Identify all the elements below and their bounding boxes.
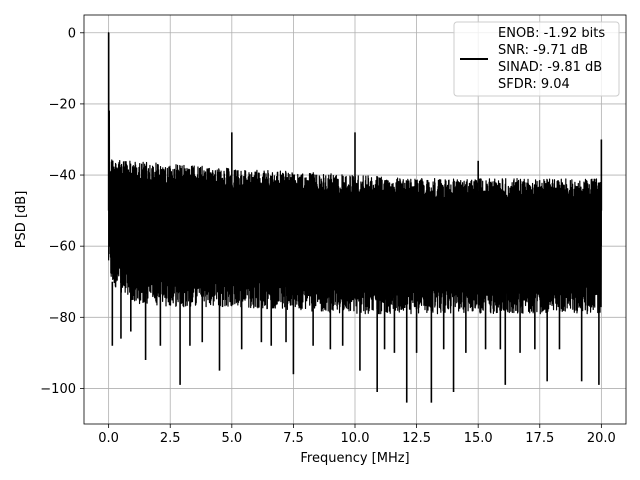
x-tick-label: 2.5: [160, 431, 181, 446]
ticks: 0.0 2.5 5.0 7.5 10.0 12.5 15.0 17.5 20.0 0 −20 −40 −…: [40, 26, 616, 446]
legend-entry-sfdr: SFDR: 9.04: [498, 77, 570, 92]
y-tick-label: −60: [49, 240, 76, 255]
psd-series: [107, 32, 603, 403]
legend-entry-enob: ENOB: -1.92 bits: [498, 26, 605, 41]
legend-entry-snr: SNR: -9.71 dB: [498, 43, 588, 58]
x-tick-label: 20.0: [587, 431, 616, 446]
y-tick-label: −80: [49, 311, 76, 326]
y-tick-label: −40: [49, 169, 76, 184]
legend-entry-sinad: SINAD: -9.81 dB: [498, 60, 602, 75]
x-tick-label: 0.0: [98, 431, 119, 446]
x-tick-label: 17.5: [525, 431, 554, 446]
y-tick-label: 0: [68, 26, 76, 41]
x-tick-label: 15.0: [464, 431, 493, 446]
x-tick-label: 10.0: [341, 431, 370, 446]
x-axis-label: Frequency [MHz]: [300, 451, 409, 466]
y-axis-label: PSD [dB]: [14, 191, 29, 249]
x-tick-label: 12.5: [402, 431, 431, 446]
y-tick-label: −20: [49, 97, 76, 112]
x-tick-label: 7.5: [283, 431, 304, 446]
legend-box: [453, 21, 620, 97]
legend: ENOB: -1.92 bits SNR: -9.71 dB SINAD: -9…: [453, 21, 620, 97]
y-tick-label: −100: [40, 382, 76, 397]
x-tick-label: 5.0: [221, 431, 242, 446]
